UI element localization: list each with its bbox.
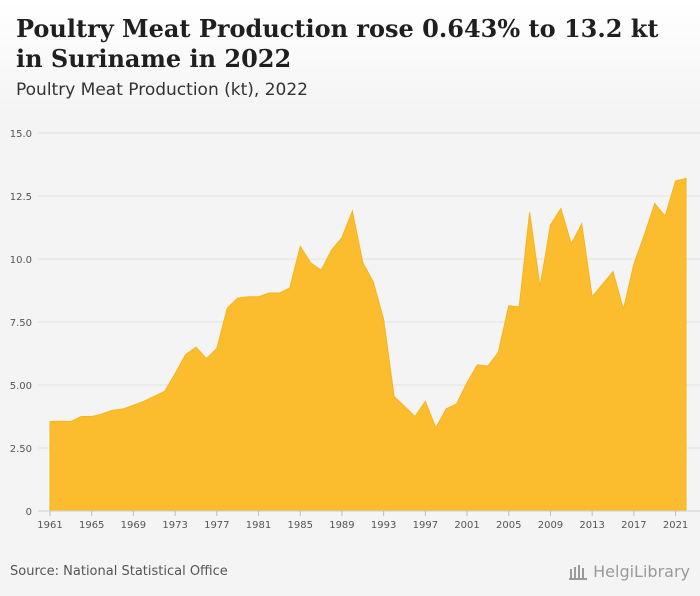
x-tick-label: 2009 [538,520,563,531]
area-chart: 0 2.50 5.00 7.50 10.0 12.5 15.0 1961 1965 1969 197… [10,129,700,531]
x-tick-label: 1969 [121,520,146,531]
x-tick-label: 1981 [246,520,271,531]
y-tick-label: 10.0 [10,255,32,266]
x-tick-label: 2021 [663,520,688,531]
chart-header: Poultry Meat Production rose 0.643% to 1… [0,0,700,114]
x-tick-label: 2013 [579,520,604,531]
x-tick-label: 1965 [79,520,104,531]
x-tick-label: 1977 [204,520,229,531]
y-tick-label: 7.50 [10,318,32,329]
y-tick-label: 12.5 [10,192,32,203]
x-tick-label: 1961 [37,520,62,531]
y-tick-label: 2.50 [10,444,32,455]
x-tick-label: 2005 [496,520,521,531]
brand-name: HelgiLibrary [593,562,690,581]
x-tick-label: 1985 [288,520,313,531]
plot-area: 0 2.50 5.00 7.50 10.0 12.5 15.0 1961 1965 1969 197… [0,114,700,554]
brand-logo: HelgiLibrary [569,562,690,581]
x-tick-label: 1997 [413,520,438,531]
x-tick-label: 1989 [329,520,354,531]
y-tick-label: 5.00 [10,381,32,392]
x-tick-label: 1973 [162,520,187,531]
chart-title: Poultry Meat Production rose 0.643% to 1… [16,14,659,73]
x-tick-label: 2017 [621,520,646,531]
y-tick-label: 15.0 [10,129,32,140]
chart-subtitle: Poultry Meat Production (kt), 2022 [16,80,308,100]
y-tick-label: 0 [26,507,32,518]
chart-footer: Source: National Statistical Office Helg… [0,554,700,596]
x-tick-label: 2001 [454,520,479,531]
x-tick-label: 1993 [371,520,396,531]
source-note: Source: National Statistical Office [10,564,228,579]
area-series [49,177,687,512]
library-icon [569,564,588,580]
